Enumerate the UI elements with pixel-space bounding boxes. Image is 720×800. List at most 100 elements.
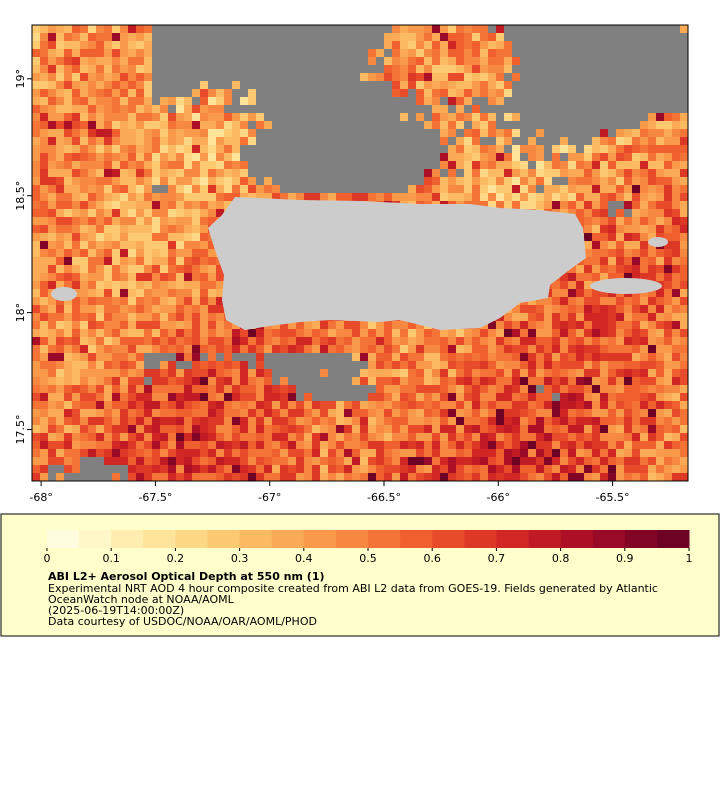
- raster-cell: [640, 329, 648, 337]
- raster-cell: [48, 225, 56, 233]
- raster-cell: [592, 153, 600, 161]
- raster-cell: [248, 369, 256, 377]
- raster-cell: [64, 273, 72, 281]
- raster-cell: [128, 225, 136, 233]
- raster-cell: [208, 353, 216, 361]
- raster-cell: [416, 449, 424, 457]
- raster-cell: [424, 89, 432, 97]
- raster-cell: [32, 265, 40, 273]
- raster-cell: [520, 33, 528, 41]
- raster-cell: [96, 249, 104, 257]
- raster-cell: [296, 97, 304, 105]
- raster-cell: [576, 281, 584, 289]
- raster-cell: [128, 361, 136, 369]
- raster-cell: [48, 265, 56, 273]
- raster-cell: [208, 257, 216, 265]
- raster-cell: [584, 145, 592, 153]
- raster-cell: [544, 345, 552, 353]
- raster-cell: [304, 377, 312, 385]
- raster-cell: [416, 441, 424, 449]
- raster-cell: [464, 73, 472, 81]
- raster-cell: [248, 57, 256, 65]
- raster-cell: [40, 417, 48, 425]
- raster-cell: [456, 129, 464, 137]
- raster-cell: [32, 297, 40, 305]
- raster-cell: [680, 449, 688, 457]
- raster-cell: [272, 113, 280, 121]
- raster-cell: [568, 33, 576, 41]
- raster-cell: [360, 145, 368, 153]
- raster-cell: [160, 97, 168, 105]
- raster-cell: [384, 193, 392, 201]
- raster-cell: [168, 193, 176, 201]
- raster-cell: [288, 329, 296, 337]
- raster-cell: [328, 97, 336, 105]
- colorbar-tick-label: 0.4: [295, 552, 313, 565]
- raster-cell: [176, 457, 184, 465]
- raster-cell: [104, 81, 112, 89]
- raster-cell: [664, 369, 672, 377]
- raster-cell: [296, 433, 304, 441]
- raster-cell: [216, 345, 224, 353]
- raster-cell: [520, 345, 528, 353]
- raster-cell: [552, 113, 560, 121]
- raster-cell: [312, 449, 320, 457]
- raster-cell: [72, 113, 80, 121]
- raster-cell: [624, 129, 632, 137]
- raster-cell: [192, 145, 200, 153]
- raster-cell: [184, 137, 192, 145]
- raster-cell: [320, 49, 328, 57]
- raster-cell: [312, 129, 320, 137]
- raster-cell: [496, 97, 504, 105]
- raster-cell: [296, 425, 304, 433]
- raster-cell: [584, 345, 592, 353]
- raster-cell: [368, 121, 376, 129]
- raster-cell: [112, 257, 120, 265]
- raster-cell: [88, 457, 96, 465]
- raster-cell: [288, 105, 296, 113]
- raster-cell: [376, 153, 384, 161]
- raster-cell: [320, 193, 328, 201]
- raster-cell: [88, 401, 96, 409]
- raster-cell: [120, 89, 128, 97]
- raster-cell: [32, 145, 40, 153]
- raster-cell: [384, 321, 392, 329]
- raster-cell: [648, 185, 656, 193]
- raster-cell: [176, 353, 184, 361]
- raster-cell: [224, 105, 232, 113]
- raster-cell: [32, 49, 40, 57]
- raster-cell: [544, 297, 552, 305]
- raster-cell: [216, 41, 224, 49]
- raster-cell: [368, 337, 376, 345]
- raster-cell: [248, 169, 256, 177]
- raster-cell: [80, 25, 88, 33]
- raster-cell: [48, 113, 56, 121]
- raster-cell: [96, 273, 104, 281]
- raster-cell: [656, 41, 664, 49]
- raster-cell: [64, 265, 72, 273]
- raster-cell: [440, 185, 448, 193]
- raster-cell: [544, 49, 552, 57]
- raster-cell: [336, 97, 344, 105]
- raster-cell: [656, 297, 664, 305]
- raster-cell: [384, 121, 392, 129]
- raster-cell: [512, 177, 520, 185]
- raster-cell: [552, 313, 560, 321]
- raster-cell: [232, 105, 240, 113]
- raster-cell: [144, 337, 152, 345]
- raster-cell: [512, 449, 520, 457]
- raster-cell: [56, 281, 64, 289]
- raster-cell: [256, 345, 264, 353]
- raster-cell: [200, 289, 208, 297]
- raster-cell: [48, 457, 56, 465]
- raster-cell: [264, 121, 272, 129]
- raster-cell: [32, 137, 40, 145]
- raster-cell: [240, 449, 248, 457]
- raster-cell: [336, 361, 344, 369]
- raster-cell: [472, 57, 480, 65]
- raster-cell: [176, 225, 184, 233]
- raster-cell: [368, 81, 376, 89]
- raster-cell: [208, 329, 216, 337]
- raster-cell: [632, 201, 640, 209]
- raster-cell: [592, 473, 600, 481]
